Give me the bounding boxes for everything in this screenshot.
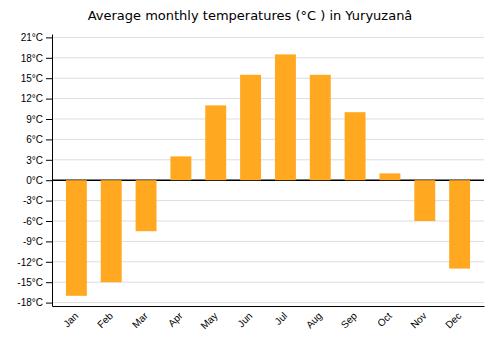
y-tick-label: -18°C: [17, 297, 43, 308]
y-tick-label: 0°C: [26, 175, 43, 186]
x-tick: Aug: [304, 310, 324, 330]
x-tick-label: Jun: [235, 310, 254, 329]
y-tick: -6°C: [23, 216, 52, 227]
bar: [240, 75, 261, 180]
y-tick-mark: [46, 99, 52, 100]
y-tick: -18°C: [17, 297, 52, 308]
x-tick-label: Dec: [443, 310, 463, 330]
x-tick: Oct: [375, 310, 394, 329]
bar: [275, 54, 296, 180]
bar: [136, 180, 157, 231]
bar: [101, 180, 122, 282]
y-tick-label: -6°C: [23, 216, 43, 227]
y-tick-label: 15°C: [21, 73, 43, 84]
bar: [170, 156, 191, 180]
y-tick: 15°C: [21, 73, 52, 84]
bar: [449, 180, 470, 268]
bar: [66, 180, 87, 296]
y-tick-mark: [46, 160, 52, 161]
bar: [205, 105, 226, 180]
x-tick-label: Jul: [272, 310, 289, 327]
y-tick: 12°C: [21, 93, 52, 104]
y-tick-mark: [46, 262, 52, 263]
y-tick-mark: [46, 180, 52, 181]
x-tick: Feb: [95, 310, 115, 330]
bar: [345, 112, 366, 180]
y-tick-label: 12°C: [21, 93, 43, 104]
y-tick-mark: [46, 139, 52, 140]
grid-line: [52, 78, 484, 79]
x-axis-line: [53, 306, 485, 307]
x-tick: Jul: [272, 310, 289, 327]
x-tick: Jun: [235, 310, 254, 329]
y-tick-label: 9°C: [26, 114, 43, 125]
y-tick-mark: [46, 241, 52, 242]
y-axis: -18°C -15°C -12°C -9°C -6°C -3°C 0°C 3°C 6°C 9°C 1…: [17, 32, 52, 308]
x-axis: Jan Feb Mar Apr May Jun Jul Aug Sep Oct Nov Dec: [53, 307, 485, 332]
bar: [310, 75, 331, 180]
x-tick: Jan: [61, 310, 80, 329]
y-tick-mark: [46, 221, 52, 222]
x-tick-label: Apr: [166, 310, 185, 329]
y-tick-mark: [46, 78, 52, 79]
bar: [414, 180, 435, 221]
y-tick: 3°C: [26, 155, 52, 166]
x-tick: May: [198, 310, 219, 331]
y-tick-label: -12°C: [17, 257, 43, 268]
y-tick-label: 3°C: [26, 155, 43, 166]
y-tick-mark: [46, 58, 52, 59]
grid-line: [52, 159, 484, 160]
x-tick-label: Nov: [408, 310, 428, 330]
y-tick-label: -15°C: [17, 277, 43, 288]
x-tick-label: Mar: [130, 310, 150, 330]
x-tick: Dec: [443, 310, 463, 330]
y-tick-mark: [46, 37, 52, 38]
grid-line: [52, 119, 484, 120]
y-tick: 6°C: [26, 134, 52, 145]
chart: -18°C -15°C -12°C -9°C -6°C -3°C 0°C 3°C 6°C 9°C 1…: [0, 0, 500, 350]
x-tick-label: Aug: [304, 310, 324, 330]
y-axis-line: [52, 35, 53, 307]
y-tick: -3°C: [23, 195, 52, 206]
y-tick-label: 21°C: [21, 32, 43, 43]
y-tick-mark: [46, 303, 52, 304]
y-tick-label: 18°C: [21, 53, 43, 64]
y-tick: 0°C: [26, 175, 52, 186]
bar: [379, 173, 400, 180]
grid-line: [52, 98, 484, 99]
grid-line: [52, 139, 484, 140]
y-tick: 9°C: [26, 114, 52, 125]
y-tick-label: -3°C: [23, 195, 43, 206]
y-tick-mark: [46, 119, 52, 120]
y-tick: 18°C: [21, 53, 52, 64]
grid-line: [52, 57, 484, 58]
x-tick: Sep: [339, 310, 360, 331]
y-tick-mark: [46, 201, 52, 202]
grid-line: [52, 302, 484, 303]
x-tick: Nov: [408, 310, 428, 330]
y-tick: -9°C: [23, 236, 52, 247]
y-tick-label: 6°C: [26, 134, 43, 145]
bars: [66, 54, 470, 295]
x-tick-label: Oct: [375, 310, 394, 329]
y-tick: -15°C: [17, 277, 52, 288]
x-tick: Apr: [166, 310, 185, 329]
x-tick-label: May: [198, 310, 219, 331]
grid-line: [52, 37, 484, 38]
y-tick: 21°C: [21, 32, 52, 43]
grid: [52, 37, 484, 302]
x-tick: Mar: [130, 310, 150, 330]
plot: -18°C -15°C -12°C -9°C -6°C -3°C 0°C 3°C 6°C 9°C 1…: [17, 32, 484, 331]
y-tick-label: -9°C: [23, 236, 43, 247]
x-tick-label: Sep: [339, 310, 360, 331]
y-tick: -12°C: [17, 257, 52, 268]
x-tick-label: Jan: [61, 310, 80, 329]
title: Average monthly temperatures (°C ) in Yu…: [88, 8, 413, 23]
x-tick-label: Feb: [95, 310, 115, 330]
y-tick-mark: [46, 282, 52, 283]
